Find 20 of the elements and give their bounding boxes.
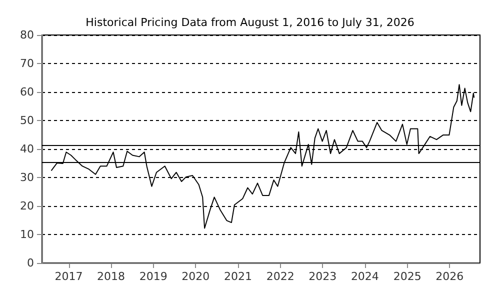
x-tick-label: 2024 xyxy=(350,270,379,283)
chart-title: Historical Pricing Data from August 1, 2016 to July 31, 2026 xyxy=(86,16,414,29)
x-tick-label: 2020 xyxy=(182,270,210,283)
y-tick-label: 20 xyxy=(20,200,34,212)
x-tick-label: 2023 xyxy=(308,270,337,283)
y-tick-label: 30 xyxy=(20,171,34,184)
x-tick-label: 2018 xyxy=(97,270,126,283)
y-tick-label: 0 xyxy=(27,256,34,270)
x-tick-label: 2017 xyxy=(54,270,83,283)
x-tick-label: 2019 xyxy=(139,270,168,283)
x-tick-label: 2022 xyxy=(266,270,294,283)
x-tick-label: 2026 xyxy=(436,270,464,283)
x-tick-label: 2021 xyxy=(224,270,252,283)
x-tick-label: 2025 xyxy=(393,270,422,283)
y-tick-label: 60 xyxy=(20,86,34,98)
y-tick-label: 50 xyxy=(20,114,34,127)
y-tick-label: 40 xyxy=(20,142,34,156)
y-tick-label: 80 xyxy=(20,28,34,42)
y-tick-label: 10 xyxy=(20,228,34,241)
y-tick-label: 70 xyxy=(20,57,34,70)
